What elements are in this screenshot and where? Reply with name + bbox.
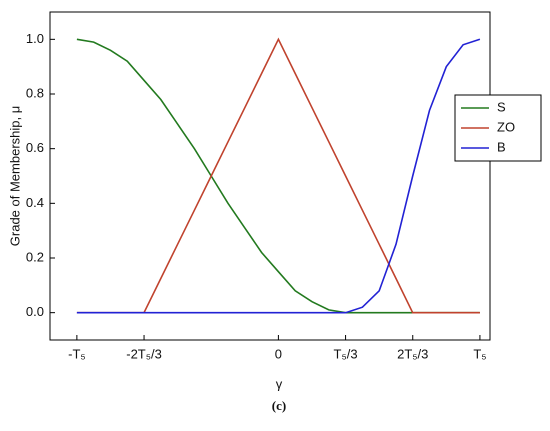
x-tick-label: T₅/3	[334, 346, 358, 361]
caption: (c)	[272, 398, 286, 413]
plot-frame	[49, 11, 491, 341]
x-tick-label: -T₅	[68, 346, 86, 361]
y-tick-label: 0.6	[26, 140, 44, 155]
x-axis-label: γ	[276, 376, 283, 391]
y-tick-label: 0.8	[26, 85, 44, 100]
y-tick-label: 0.4	[26, 195, 44, 210]
x-tick-label: 0	[275, 346, 282, 361]
series-line	[76, 38, 481, 314]
y-axis-label: Grade of Membership, μ	[7, 106, 22, 246]
y-tick-label: 0.2	[26, 249, 44, 264]
x-tick-label: T₅	[473, 346, 486, 361]
y-tick-label: 1.0	[26, 31, 44, 46]
legend-label: S	[497, 99, 506, 114]
series-line	[76, 38, 480, 314]
y-tick-label: 0.0	[26, 304, 44, 319]
legend-label: B	[497, 139, 506, 154]
x-tick-label: 2T₅/3	[397, 346, 428, 361]
legend-label: ZO	[497, 119, 515, 134]
x-tick-label: -2T₅/3	[126, 346, 162, 361]
